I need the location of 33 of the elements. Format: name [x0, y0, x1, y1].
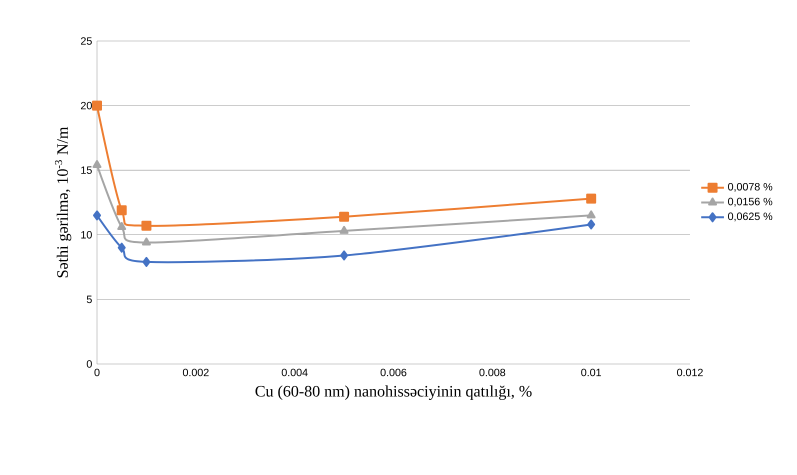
- point: [340, 250, 348, 260]
- y-tick-label: 15: [81, 166, 92, 174]
- legend-label: 0,0156 %: [728, 198, 772, 207]
- point: [118, 242, 126, 253]
- legend-label: 0,0625 %: [728, 212, 772, 222]
- legend-label: 0,0078 %: [728, 182, 772, 192]
- y-tick-label: 0: [86, 360, 92, 368]
- x-axis-title: Cu (60-80 nm) nanohissəciyinin qatılığı, %: [256, 385, 532, 400]
- point: [339, 212, 350, 222]
- y-tick-label: 5: [86, 296, 92, 304]
- point: [92, 100, 102, 111]
- x-tick-label: 0.002: [182, 368, 209, 376]
- point: [142, 256, 150, 267]
- point: [93, 210, 102, 220]
- x-tick-label: 0.004: [282, 368, 308, 376]
- point: [141, 220, 152, 231]
- y-tick-label: 25: [80, 37, 92, 45]
- y-axis-title: Səthi gərilmə, 10$^{-3}$ N/m: [54, 126, 72, 278]
- point: [587, 219, 596, 230]
- point: [116, 205, 127, 216]
- point: [142, 238, 151, 246]
- x-tick-label: 0.01: [581, 368, 602, 376]
- point: [92, 160, 102, 168]
- point: [586, 194, 596, 204]
- x-tick-label: 0: [94, 368, 100, 376]
- y-tick-label: 20: [80, 102, 92, 110]
- y-tick-label: 10: [81, 231, 92, 239]
- point: [586, 210, 596, 218]
- point: [340, 226, 349, 234]
- x-tick-label: 0.012: [677, 368, 703, 376]
- x-tick-label: 0.008: [479, 368, 506, 376]
- x-tick-label: 0.006: [380, 368, 406, 376]
- point: [117, 222, 126, 230]
